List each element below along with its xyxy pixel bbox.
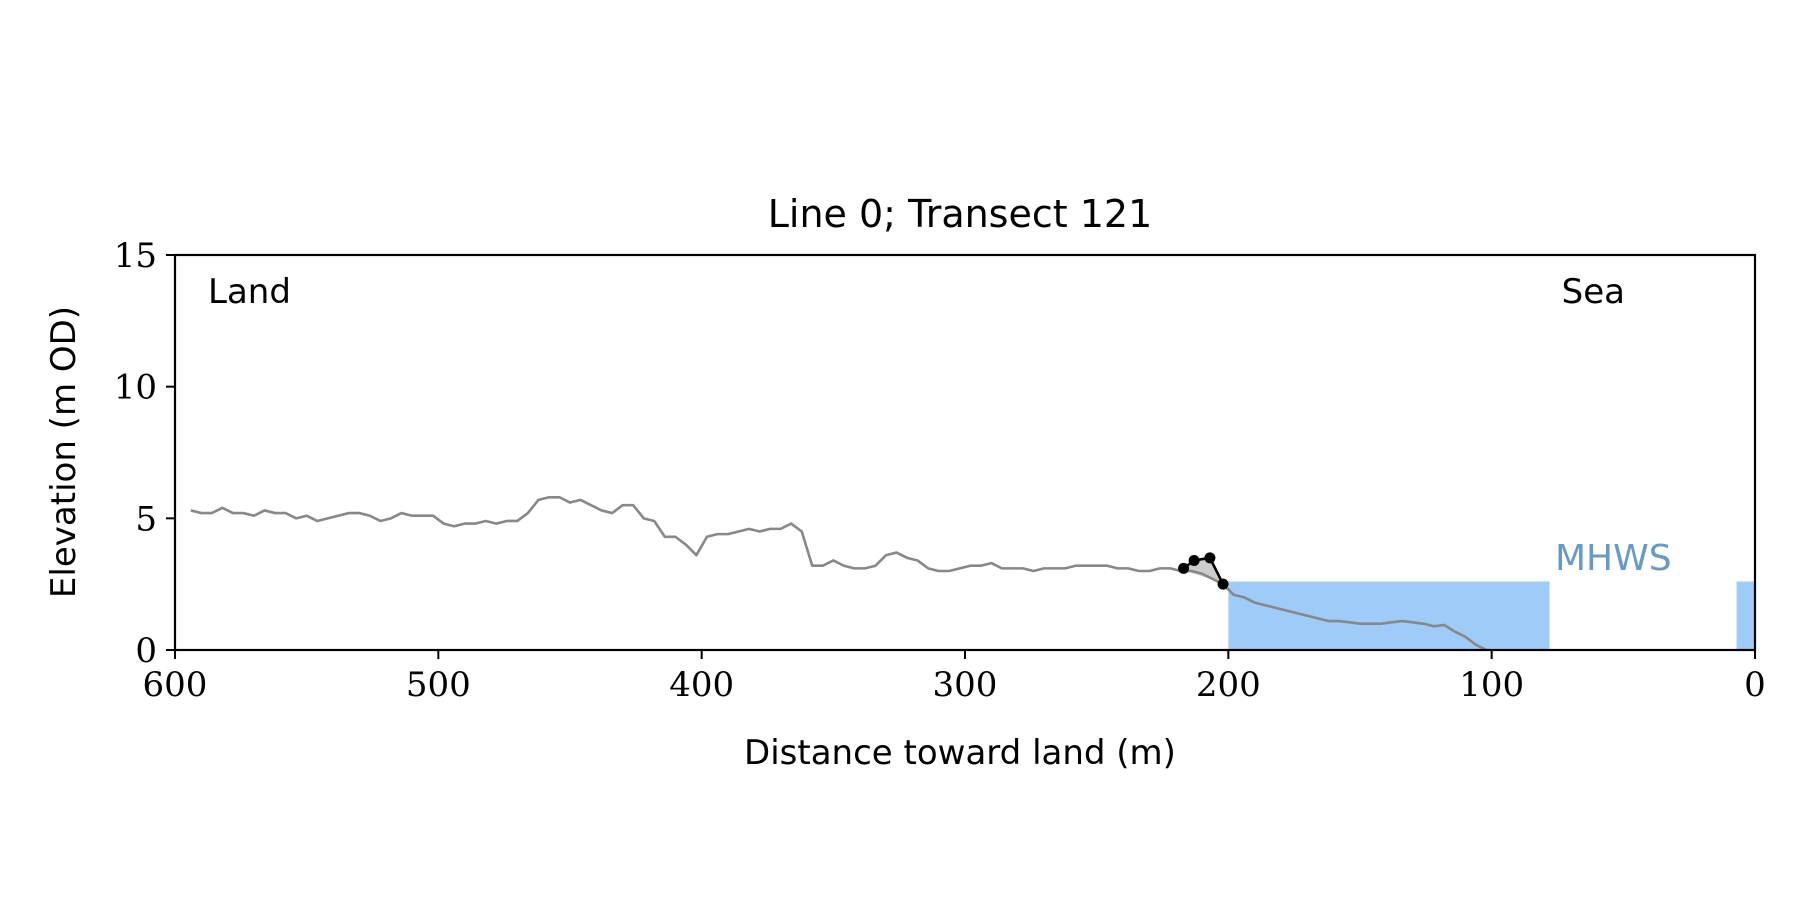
elevation-profile (190, 495, 1487, 652)
y-tick-label-5: 5 (135, 499, 157, 539)
y-tick-label-0: 0 (135, 631, 157, 671)
y-tick-label-10: 10 (114, 368, 157, 408)
profile-line (190, 495, 1487, 652)
x-tick-label-500: 500 (406, 665, 471, 705)
water-segment-0 (1228, 581, 1550, 650)
land-annotation: Land (208, 272, 291, 312)
x-tick-label-600: 600 (143, 665, 208, 705)
x-tick-label-0: 0 (1744, 665, 1766, 705)
feature-point-1 (1188, 554, 1200, 566)
x-tick-label-300: 300 (933, 665, 998, 705)
y-tick-label-15: 15 (114, 236, 157, 276)
y-axis-ticks: 0 5 10 15 (114, 236, 175, 671)
feature-point-2 (1204, 552, 1216, 564)
x-tick-label-400: 400 (669, 665, 734, 705)
chart-title: Line 0; Transect 121 (768, 192, 1153, 236)
feature-line-layer (1178, 552, 1229, 590)
x-axis-label: Distance toward land (m) (744, 733, 1176, 773)
feature-point-0 (1178, 562, 1190, 574)
x-tick-label-100: 100 (1459, 665, 1524, 705)
mhws-water-layer (1228, 581, 1755, 650)
feature-line (1182, 556, 1225, 585)
y-axis-label: Elevation (m OD) (44, 306, 84, 598)
x-axis-ticks: 600 500 400 300 200 100 0 (143, 650, 1766, 705)
feature-point-3 (1217, 578, 1229, 590)
water-segment-1 (1736, 581, 1755, 650)
mhws-label: MHWS (1555, 538, 1672, 579)
sea-annotation: Sea (1562, 272, 1625, 312)
x-tick-label-200: 200 (1196, 665, 1261, 705)
